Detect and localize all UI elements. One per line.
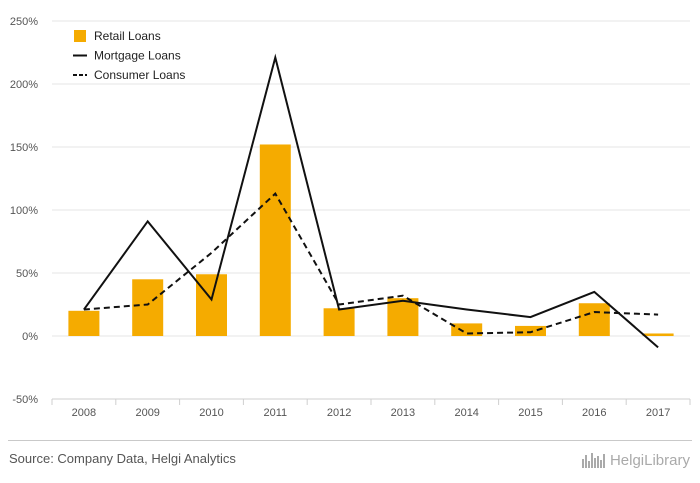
- footer-divider: [8, 440, 692, 441]
- bar-retail-loans: [387, 298, 419, 336]
- y-tick-label: 50%: [16, 268, 38, 280]
- source-note: Source: Company Data, Helgi Analytics: [9, 451, 236, 466]
- bar-retail-loans: [578, 303, 610, 336]
- legend: Retail Loans Mortgage Loans Consumer Loans: [73, 29, 185, 82]
- x-axis: 2008 2009 2010 2011 2012 2013 2014 2015 2016 2017: [51, 398, 691, 419]
- bar-retail-loans: [323, 308, 355, 336]
- bar-retail-loans: [642, 333, 674, 336]
- bar-retail-loans: [451, 323, 483, 336]
- x-tick-label: 2014: [454, 407, 478, 419]
- x-tick-label: 2013: [391, 407, 415, 419]
- bar-series-retail-loans: [68, 144, 674, 336]
- x-tick-label: 2010: [199, 407, 223, 419]
- chart: 250%200%150%100%50%0%-50% 2008 2009 2010 20…: [10, 16, 691, 419]
- bar-retail-loans: [515, 325, 546, 336]
- line-consumer-loans: [83, 192, 659, 335]
- y-tick-label: 250%: [10, 16, 38, 28]
- bar-retail-loans: [68, 310, 100, 336]
- legend-label-consumer-loans: Consumer Loans: [94, 68, 185, 82]
- line-mortgage-loans: [83, 53, 659, 349]
- legend-swatch-retail-loans: [74, 30, 86, 42]
- library-books-icon: [581, 452, 605, 468]
- x-tick-label: 2016: [582, 407, 606, 419]
- line-series: [83, 53, 659, 349]
- bar-retail-loans: [196, 274, 227, 336]
- y-tick-label: -50%: [12, 394, 38, 406]
- x-tick-label: 2015: [518, 407, 542, 419]
- x-tick-label: 2009: [135, 407, 159, 419]
- footer: Source: Company Data, Helgi Analytics He…: [0, 440, 700, 483]
- y-tick-label: 0%: [22, 331, 38, 343]
- logo-text: HelgiLibrary: [609, 451, 690, 469]
- x-tick-label: 2008: [72, 407, 96, 419]
- y-tick-label: 200%: [10, 79, 38, 91]
- bar-retail-loans: [259, 144, 291, 336]
- x-tick-label: 2012: [327, 407, 351, 419]
- y-tick-label: 150%: [10, 142, 38, 154]
- y-tick-label: 100%: [10, 205, 38, 217]
- helgi-library-logo[interactable]: HelgiLibrary: [581, 449, 690, 471]
- bar-retail-loans: [132, 279, 164, 336]
- x-tick-label: 2017: [646, 407, 670, 419]
- y-axis: 250% 200% 150% 100% 50% 0% -50%: [10, 16, 38, 406]
- legend-label-retail-loans: Retail Loans: [94, 29, 161, 43]
- legend-label-mortgage-loans: Mortgage Loans: [94, 49, 181, 63]
- x-tick-label: 2011: [263, 407, 287, 419]
